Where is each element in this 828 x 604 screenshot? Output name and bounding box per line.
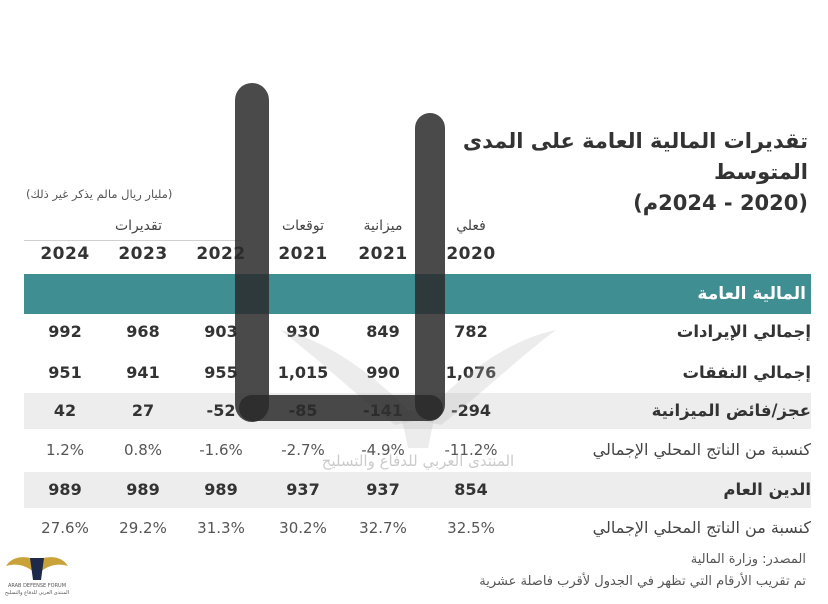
section-title: المالية العامة <box>697 284 806 304</box>
table-row: إجمالي الإيرادات 782 849 930 903 968 992 <box>24 314 811 350</box>
table-cell: 31.3% <box>197 519 245 537</box>
logo-line-1: ARAB DEFENSE FORUM <box>7 583 67 589</box>
estimates-group-label: تقديرات <box>114 218 163 234</box>
table-cell: -2.7% <box>281 441 325 459</box>
table-cell: 30.2% <box>279 519 327 537</box>
table-cell: 989 <box>126 480 160 499</box>
table-cell: 1.2% <box>45 441 85 459</box>
table-cell: 29.2% <box>119 519 167 537</box>
table-cell: 903 <box>204 322 238 341</box>
table-cell: 0.8% <box>123 441 163 459</box>
page-title: تقديرات المالية العامة على المدى المتوسط… <box>388 126 808 219</box>
table-cell: 42 <box>53 401 77 420</box>
logo-line-2: المنتدى العربي للدفاع والتسليح <box>4 590 70 596</box>
table-cell: 989 <box>204 480 238 499</box>
row-label: الدين العام <box>723 480 811 499</box>
table-cell: 992 <box>48 322 82 341</box>
table-cell: -52 <box>206 401 236 420</box>
col-year-2021-forecast: 2021 <box>278 244 328 264</box>
col-year-2022: 2022 <box>196 244 246 264</box>
row-label: كنسبة من الناتج المحلي الإجمالي <box>592 518 811 537</box>
table-cell: 782 <box>454 322 488 341</box>
col-sub-forecast: توقعات <box>281 218 325 234</box>
rounding-note: تم تقريب الأرقام التي تظهر في الجدول لأق… <box>479 574 806 589</box>
unit-note: (مليار ريال مالم يذكر غير ذلك) <box>26 187 173 201</box>
table-cell: 1,015 <box>277 363 329 382</box>
table-cell: 27 <box>131 401 155 420</box>
table-cell: 968 <box>126 322 160 341</box>
table-row: إجمالي النفقات 1,076 990 1,015 955 941 9… <box>24 355 811 391</box>
table-cell: 941 <box>126 363 160 382</box>
row-label: إجمالي الإيرادات <box>676 322 811 341</box>
col-year-2024: 2024 <box>40 244 90 264</box>
col-year-2023: 2023 <box>118 244 168 264</box>
col-year-2021-budget: 2021 <box>358 244 408 264</box>
watermark-text: المنتدى العربي للدفاع والتسليح <box>321 452 515 470</box>
table-row: الدين العام 854 937 937 989 989 989 <box>24 472 811 508</box>
section-band <box>24 274 811 314</box>
table-cell: 27.6% <box>41 519 89 537</box>
table-cell: -141 <box>362 401 404 420</box>
table-row: كنسبة من الناتج المحلي الإجمالي -11.2% -… <box>24 432 811 468</box>
table-cell: 1,076 <box>445 363 497 382</box>
table-cell: 32.7% <box>359 519 407 537</box>
table-cell: 937 <box>286 480 320 499</box>
table-cell: 990 <box>366 363 400 382</box>
table-row: كنسبة من الناتج المحلي الإجمالي 32.5% 32… <box>24 510 811 546</box>
table-cell: -1.6% <box>199 441 243 459</box>
group-divider <box>24 240 241 241</box>
table-cell: 951 <box>48 363 82 382</box>
table-cell: 854 <box>454 480 488 499</box>
table-cell: 849 <box>366 322 400 341</box>
table-cell: 937 <box>366 480 400 499</box>
table-cell: -4.9% <box>361 441 405 459</box>
col-year-2020: 2020 <box>446 244 496 264</box>
table-row: عجز/فائض الميزانية -294 -141 -85 -52 27 … <box>24 393 811 429</box>
title-line-2: (2020 - 2024م) <box>633 191 808 215</box>
table-cell: -11.2% <box>444 441 498 459</box>
source-note: المصدر: وزارة المالية <box>690 552 806 567</box>
title-line-1: تقديرات المالية العامة على المدى المتوسط <box>462 129 808 184</box>
table-cell: -294 <box>450 401 492 420</box>
table-cell: 989 <box>48 480 82 499</box>
row-label: إجمالي النفقات <box>682 363 811 382</box>
table-cell: 930 <box>286 322 320 341</box>
row-label: عجز/فائض الميزانية <box>651 401 811 420</box>
table-cell: -85 <box>288 401 318 420</box>
table-cell: 32.5% <box>447 519 495 537</box>
table-cell: 955 <box>204 363 238 382</box>
row-label: كنسبة من الناتج المحلي الإجمالي <box>592 440 811 459</box>
col-sub-budget: ميزانية <box>363 218 403 234</box>
col-sub-actual: فعلي <box>456 218 486 234</box>
